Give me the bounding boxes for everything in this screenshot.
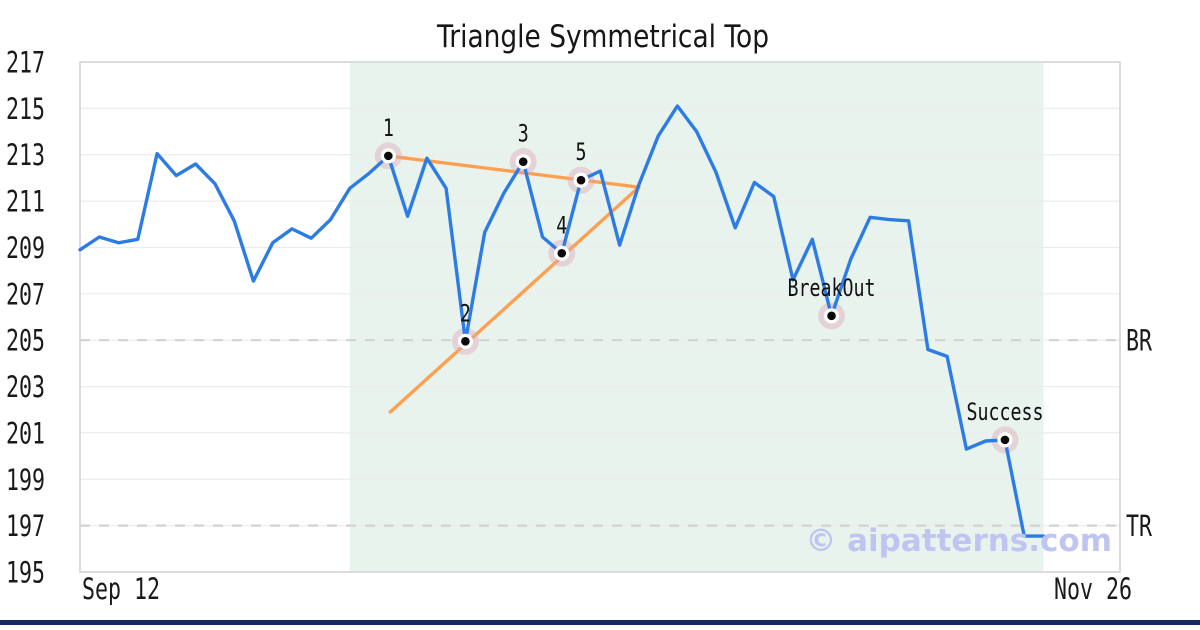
level-label-tr: TR xyxy=(1126,509,1152,543)
x-tick-label-nov-26: Nov 26 xyxy=(1054,572,1132,606)
marker-dot-2 xyxy=(461,337,470,346)
marker-label-success: Success xyxy=(966,398,1043,426)
y-tick-label-209: 209 xyxy=(6,231,45,265)
y-tick-label-205: 205 xyxy=(6,324,45,358)
y-tick-label-203: 203 xyxy=(6,370,45,404)
y-tick-label-211: 211 xyxy=(6,185,45,219)
marker-dot-4 xyxy=(557,248,567,258)
marker-label-breakout: BreakOut xyxy=(788,274,876,302)
marker-dot-1 xyxy=(384,151,393,161)
marker-label-5: 5 xyxy=(576,138,587,166)
marker-label-4: 4 xyxy=(556,211,567,239)
plot-border xyxy=(79,61,1121,573)
trendline-lower-support xyxy=(388,185,641,414)
marker-dot-5 xyxy=(576,175,586,185)
y-tick-label-197: 197 xyxy=(6,509,45,543)
y-tick-label-201: 201 xyxy=(6,416,45,450)
shaded-region xyxy=(349,63,1044,571)
x-tick-label-sep-12: Sep 12 xyxy=(82,572,160,606)
marker-dot-3 xyxy=(518,157,528,166)
marker-label-3: 3 xyxy=(518,120,529,148)
watermark: © aipatterns.com xyxy=(805,523,1112,559)
plot-area: BR TR 1 2 3 4 5 BreakOut Success 217 215 213 211 209 2… xyxy=(6,46,1152,607)
y-tick-label-195: 195 xyxy=(6,556,45,590)
level-label-br: BR xyxy=(1126,324,1152,358)
y-tick-label-213: 213 xyxy=(6,138,45,172)
y-tick-label-199: 199 xyxy=(6,463,45,497)
bottom-brand-bar xyxy=(0,620,1200,625)
y-tick-label-207: 207 xyxy=(6,277,45,311)
chart-title: Triangle Symmetrical Top xyxy=(436,19,769,55)
marker-dot-breakout xyxy=(827,311,836,321)
y-tick-label-217: 217 xyxy=(6,46,45,80)
marker-label-1: 1 xyxy=(383,114,394,142)
marker-label-2: 2 xyxy=(460,299,471,327)
marker-dot-success xyxy=(1000,435,1010,445)
y-tick-label-215: 215 xyxy=(6,92,45,126)
